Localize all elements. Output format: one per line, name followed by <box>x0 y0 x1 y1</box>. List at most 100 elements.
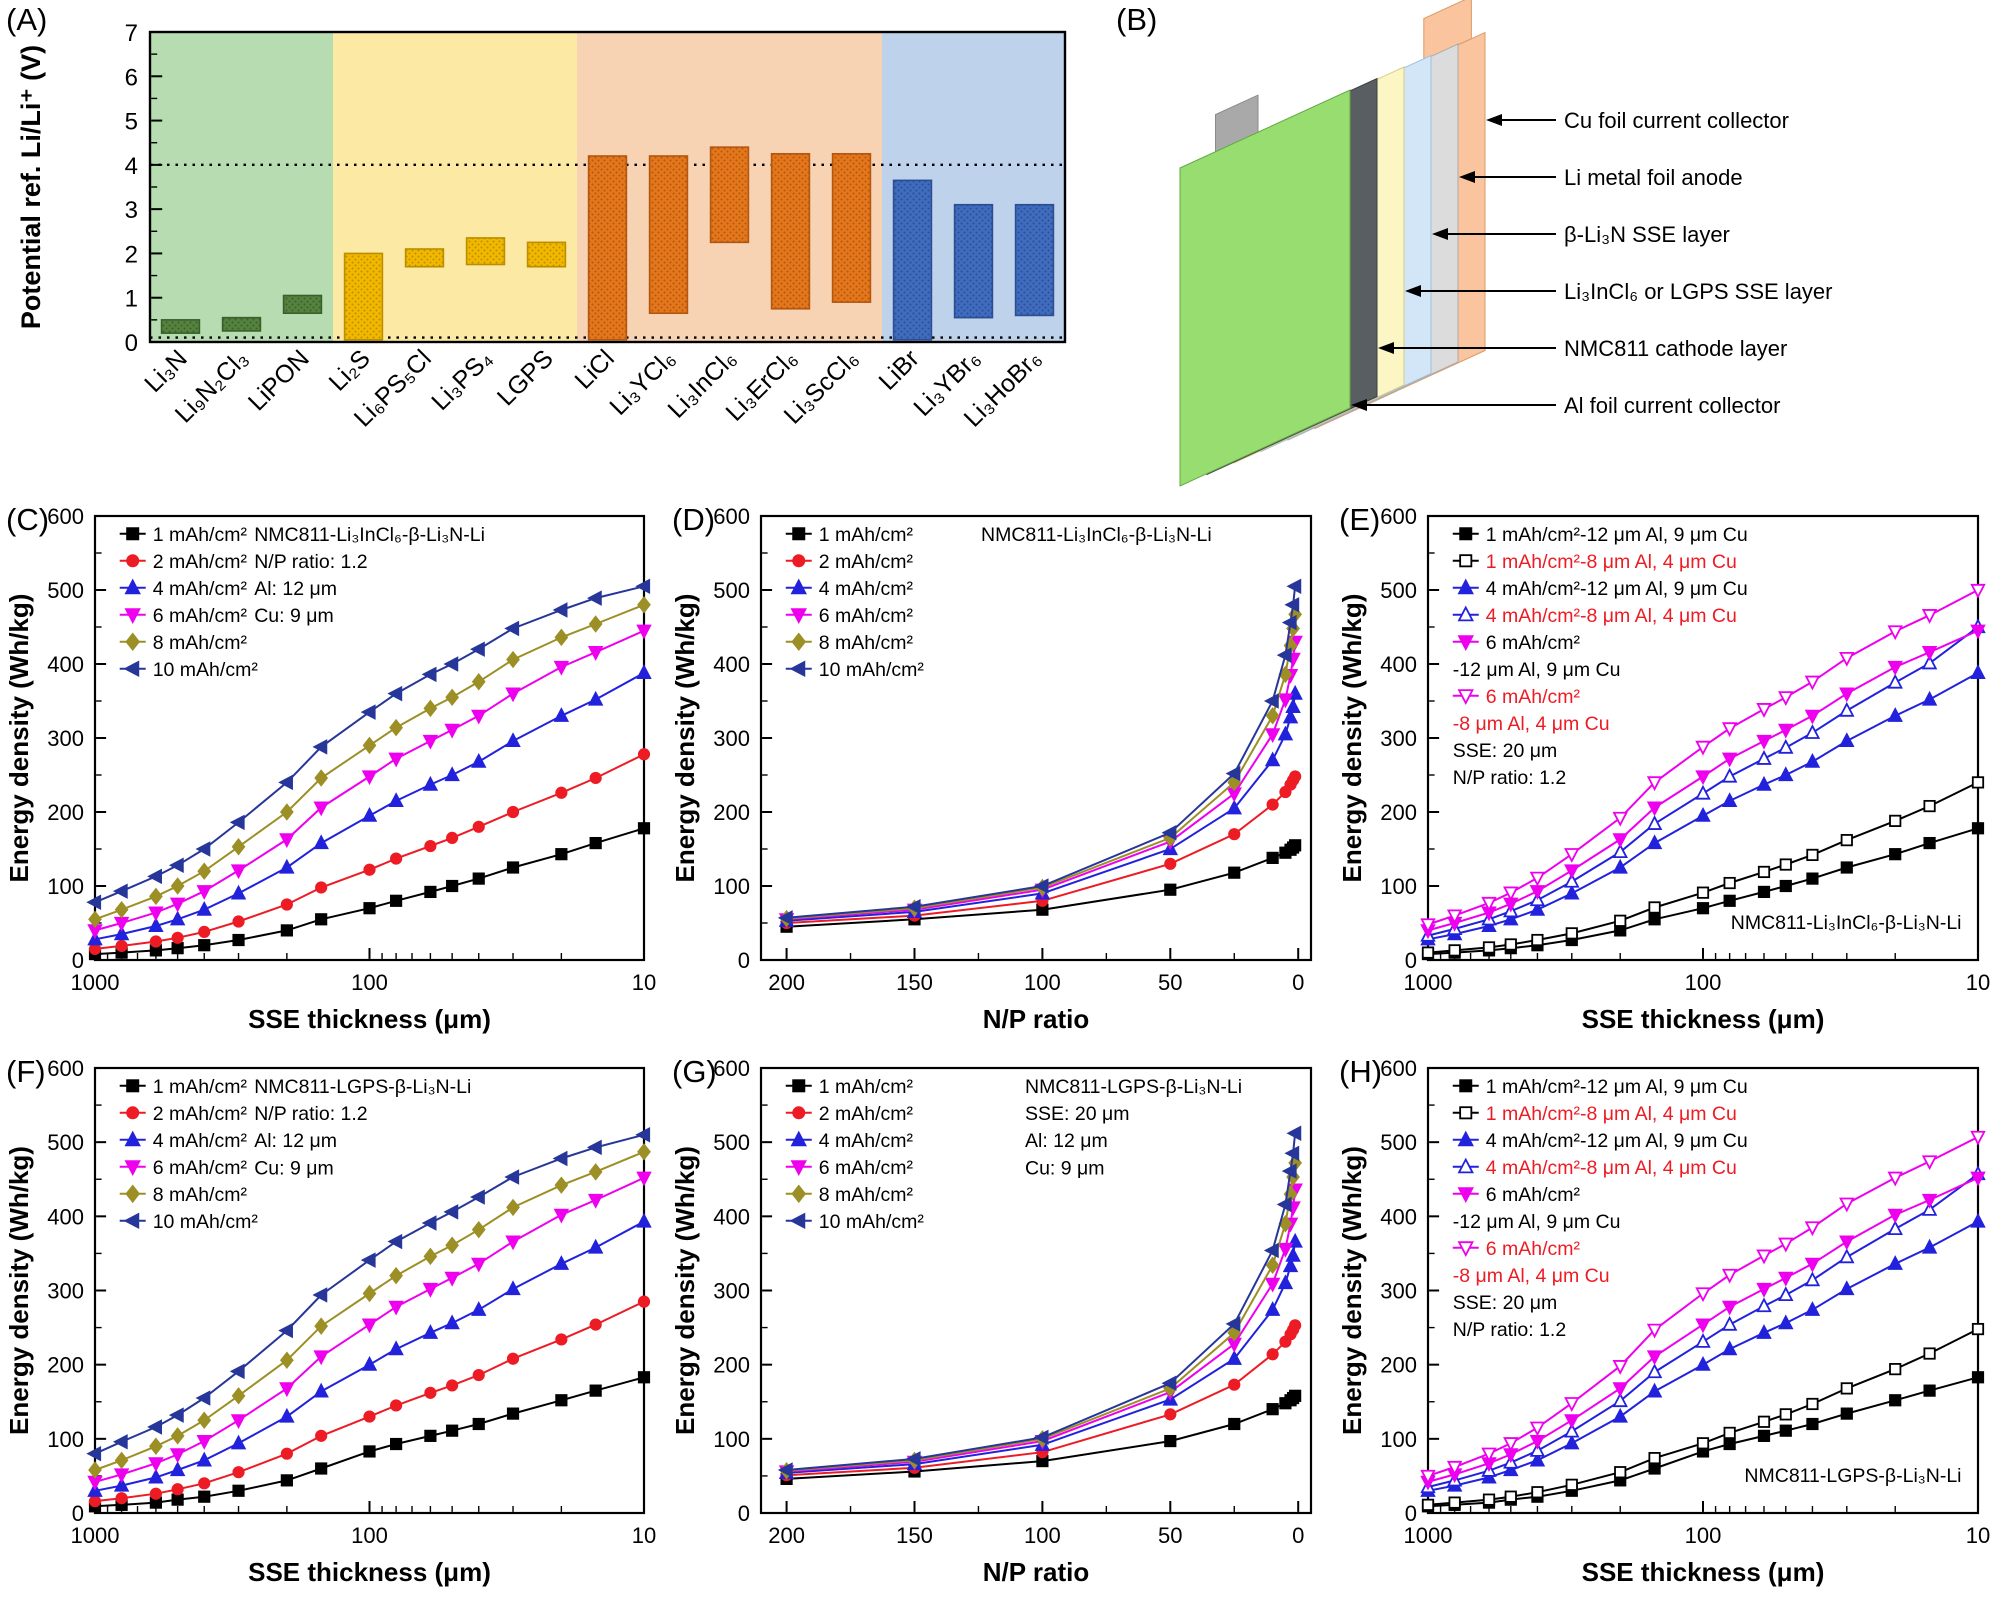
svg-text:1000: 1000 <box>1404 970 1453 995</box>
svg-text:-12 μm Al, 9 μm Cu: -12 μm Al, 9 μm Cu <box>1453 659 1621 681</box>
legend: 1 mAh/cm²-12 μm Al, 9 μm Cu 1 mAh/cm²-8 μ… <box>1452 524 1748 789</box>
series-2-mah-cm <box>780 770 1302 930</box>
series-8-mah-cm <box>88 1143 651 1479</box>
svg-text:5: 5 <box>125 109 138 136</box>
svg-text:500: 500 <box>713 1130 750 1155</box>
svg-text:3: 3 <box>125 197 138 224</box>
svg-text:100: 100 <box>713 874 750 899</box>
svg-text:300: 300 <box>1380 726 1417 751</box>
svg-text:100: 100 <box>47 874 84 899</box>
svg-text:NMC811-LGPS-β-Li₃N-Li: NMC811-LGPS-β-Li₃N-Li <box>254 1076 471 1098</box>
bar-li-n-cl <box>221 316 262 332</box>
svg-text:Li metal foil anode: Li metal foil anode <box>1564 165 1743 190</box>
arrowhead-icon <box>1432 228 1448 240</box>
svg-text:200: 200 <box>768 970 805 995</box>
series-4-mah-cm <box>87 1212 652 1497</box>
series-1-mah-cm-8-m-al-4-m-cu-open <box>1421 1322 1985 1511</box>
energy-density-vs-sse-thickness-lgps-chart: 0 100 200 300 400 500 600 1000 100 10 SSE thicknes… <box>0 1052 666 1605</box>
series-4-mah-cm-12-m-al-9-m-cu <box>1420 664 1986 946</box>
svg-text:4 mAh/cm²-8 μm Al, 4 μm Cu: 4 mAh/cm²-8 μm Al, 4 μm Cu <box>1486 605 1737 627</box>
svg-text:8 mAh/cm²: 8 mAh/cm² <box>153 632 248 654</box>
svg-text:NMC811-LGPS-β-Li₃N-Li: NMC811-LGPS-β-Li₃N-Li <box>1744 1465 1961 1487</box>
svg-text:0: 0 <box>738 948 750 973</box>
svg-text:SSE: 20 μm: SSE: 20 μm <box>1025 1103 1129 1125</box>
svg-text:150: 150 <box>896 970 933 995</box>
panel-label-h: (H) <box>1339 1054 1383 1089</box>
series-1-mah-cm <box>88 822 651 961</box>
svg-text:6 mAh/cm²: 6 mAh/cm² <box>153 605 248 627</box>
series-6-mah-cm <box>87 624 652 940</box>
svg-text:N/P ratio: 1.2: N/P ratio: 1.2 <box>254 1103 367 1125</box>
svg-text:100: 100 <box>1685 970 1722 995</box>
svg-text:100: 100 <box>1685 1523 1722 1548</box>
svg-text:-8 μm Al, 4 μm Cu: -8 μm Al, 4 μm Cu <box>1453 713 1610 735</box>
legend: 1 mAh/cm²-12 μm Al, 9 μm Cu 1 mAh/cm²-8 μ… <box>1452 1076 1748 1341</box>
middle-row: (C) 0 100 200 300 400 500 600 1000 100 10 SSE thic… <box>0 500 2000 1052</box>
svg-text:0: 0 <box>1292 1523 1304 1548</box>
bar-li-ps-cl <box>404 248 445 268</box>
panel-e: (E) 0 100 200 300 400 500 600 1000 100 10 SSE thic… <box>1333 500 2000 1052</box>
svg-text:0: 0 <box>738 1501 750 1526</box>
svg-text:Energy density (Wh/kg): Energy density (Wh/kg) <box>670 594 700 883</box>
svg-text:400: 400 <box>1380 1204 1417 1229</box>
svg-text:Energy density (Wh/kg): Energy density (Wh/kg) <box>1337 594 1367 883</box>
svg-text:N/P ratio: 1.2: N/P ratio: 1.2 <box>1453 1319 1566 1341</box>
series-1-mah-cm <box>88 1371 651 1513</box>
svg-text:100: 100 <box>1380 874 1417 899</box>
svg-text:200: 200 <box>713 1353 750 1378</box>
svg-text:1000: 1000 <box>71 970 120 995</box>
energy-density-vs-np-ratio-lgps-chart: 0 100 200 300 400 500 600 200 150 100 50 0 N/P ratio… <box>666 1052 1333 1605</box>
svg-text:Energy density (Wh/kg): Energy density (Wh/kg) <box>670 1146 700 1435</box>
panel-label-d: (D) <box>672 502 716 537</box>
series-2-mah-cm <box>88 748 651 955</box>
svg-text:SSE thickness (μm): SSE thickness (μm) <box>248 1557 491 1587</box>
panel-label-c: (C) <box>6 502 50 537</box>
bar-li-ercl <box>770 152 811 310</box>
svg-text:4 mAh/cm²-8 μm Al, 4 μm Cu: 4 mAh/cm²-8 μm Al, 4 μm Cu <box>1486 1157 1737 1179</box>
layer-callout-li-metal-foil-anode: Li metal foil anode <box>1459 165 1743 190</box>
panel-g: (G) 0 100 200 300 400 500 600 200 150 100 50 0 N/P r… <box>666 1052 1333 1605</box>
svg-text:10 mAh/cm²: 10 mAh/cm² <box>819 659 925 681</box>
svg-text:NMC811 cathode layer: NMC811 cathode layer <box>1564 336 1787 361</box>
battery-stack-diagram: Cu foil current collector Li metal foil a… <box>1110 0 2000 500</box>
svg-text:10 mAh/cm²: 10 mAh/cm² <box>153 659 259 681</box>
axes: 0 100 200 300 400 500 600 1000 100 10 <box>1380 504 1990 995</box>
svg-text:500: 500 <box>47 578 84 603</box>
svg-text:β-Li₃N SSE layer: β-Li₃N SSE layer <box>1564 222 1730 247</box>
svg-text:600: 600 <box>47 504 84 529</box>
svg-text:LiBr: LiBr <box>873 344 924 395</box>
bar-li-sccl <box>831 152 872 303</box>
svg-text:200: 200 <box>713 800 750 825</box>
svg-text:2 mAh/cm²: 2 mAh/cm² <box>153 1103 248 1125</box>
energy-density-vs-sse-thickness-licl-chart: 0 100 200 300 400 500 600 1000 100 10 SSE thicknes… <box>0 500 666 1052</box>
axes: 0 100 200 300 400 500 600 1000 100 10 <box>1380 1056 1990 1548</box>
top-row: (A) Li₃N Li₉N₂Cl₃ LiPON Li₂S Li₆PS₅Cl Li₃PS₄ L… <box>0 0 2000 500</box>
series-6-mah-cm-12-m-al-9-m-cu <box>1420 624 1986 940</box>
svg-text:Li₃InCl₆ or LGPS SSE layer: Li₃InCl₆ or LGPS SSE layer <box>1564 279 1833 304</box>
series-10-mah-cm <box>86 578 651 911</box>
arrowhead-icon <box>1459 171 1475 183</box>
svg-text:10: 10 <box>632 1523 656 1548</box>
svg-text:500: 500 <box>1380 1130 1417 1155</box>
bar-li-incl <box>709 146 750 244</box>
arrowhead-icon <box>1351 399 1367 411</box>
svg-text:4 mAh/cm²: 4 mAh/cm² <box>819 1130 914 1152</box>
panel-label-a: (A) <box>6 2 48 37</box>
svg-text:200: 200 <box>1380 800 1417 825</box>
svg-text:Li₃PS₄: Li₃PS₄ <box>426 344 498 416</box>
layer-callout-cu-foil-current-collector: Cu foil current collector <box>1486 108 1789 133</box>
svg-text:Li₃N: Li₃N <box>139 344 193 398</box>
svg-text:10 mAh/cm²: 10 mAh/cm² <box>153 1211 259 1233</box>
svg-text:NMC811-LGPS-β-Li₃N-Li: NMC811-LGPS-β-Li₃N-Li <box>1025 1076 1242 1098</box>
svg-text:100: 100 <box>351 970 388 995</box>
svg-text:Cu: 9 μm: Cu: 9 μm <box>254 1157 334 1179</box>
layer-callout-nmc811-cathode-layer: NMC811 cathode layer <box>1378 336 1787 361</box>
svg-text:1 mAh/cm²-12 μm Al, 9 μm Cu: 1 mAh/cm²-12 μm Al, 9 μm Cu <box>1486 1076 1748 1098</box>
svg-text:8 mAh/cm²: 8 mAh/cm² <box>819 1184 914 1206</box>
svg-text:0: 0 <box>72 1501 84 1526</box>
svg-text:LGPS: LGPS <box>492 344 559 411</box>
